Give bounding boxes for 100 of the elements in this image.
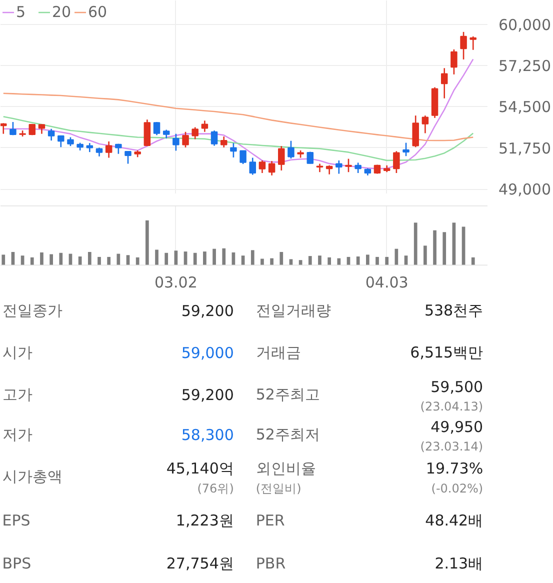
text: 1,223원 — [176, 512, 234, 530]
bar — [270, 258, 274, 266]
y-tick-label: 57,250 — [498, 57, 551, 76]
candlestick — [470, 36, 476, 51]
candlestick — [316, 163, 324, 173]
bar — [471, 257, 475, 266]
candlestick — [192, 126, 198, 140]
bar — [222, 248, 226, 266]
candlestick — [422, 114, 429, 134]
text: 외인비율 — [256, 460, 316, 478]
text: 19.73% — [426, 460, 484, 478]
candlestick — [345, 158, 352, 173]
candlestick — [440, 67, 448, 99]
bar — [50, 254, 53, 266]
candlestick — [58, 135, 64, 148]
candlestick — [393, 150, 400, 174]
text: (76위) — [197, 482, 234, 496]
legend-label: 5 — [16, 3, 27, 21]
text: 59,200 — [181, 302, 234, 320]
legend-label: 60 — [88, 3, 108, 21]
bar — [2, 254, 6, 266]
candlestick — [460, 31, 467, 60]
candlestick — [153, 121, 160, 136]
bar — [146, 220, 149, 266]
text: PBR — [256, 554, 286, 572]
candlestick — [230, 142, 237, 158]
text: 전일종가 — [2, 302, 62, 320]
bar — [30, 257, 34, 266]
bar — [193, 252, 197, 266]
candlestick — [124, 150, 132, 164]
text: 시가 — [2, 344, 32, 362]
text: 시가총액 — [2, 468, 62, 486]
text: (23.04.13) — [420, 400, 484, 414]
text: PER — [256, 512, 285, 530]
text: BPS — [2, 554, 32, 572]
bar — [116, 254, 120, 266]
bar — [250, 250, 254, 266]
text: 52주최고 — [256, 386, 320, 404]
text: 6,515백만 — [410, 344, 484, 362]
candlestick — [354, 162, 362, 174]
text: 59,000 — [181, 344, 234, 362]
candlestick — [240, 150, 246, 165]
bar — [164, 252, 168, 266]
bar — [442, 232, 446, 266]
bar — [385, 256, 389, 266]
text: 거래금 — [256, 344, 301, 362]
bar — [280, 252, 284, 266]
candlestick — [48, 128, 55, 142]
text: 59,200 — [181, 386, 234, 404]
bar — [424, 246, 427, 266]
text: 538천주 — [424, 302, 484, 320]
candlestick — [38, 124, 46, 134]
legend-label: 20 — [52, 3, 72, 21]
bar — [59, 252, 63, 266]
candlestick — [210, 130, 218, 146]
bar — [107, 256, 111, 266]
candlestick — [182, 131, 189, 148]
y-tick-label: 60,000 — [498, 16, 551, 34]
bar — [155, 250, 158, 266]
bar — [337, 258, 341, 266]
x-tick-label: 04.03 — [365, 274, 408, 292]
bar — [136, 257, 140, 266]
candlestick — [201, 120, 208, 133]
bar — [308, 256, 312, 266]
candlestick — [402, 142, 410, 157]
candlestick — [249, 157, 256, 176]
text: 49,950 — [430, 418, 484, 436]
text: 45,140억 — [166, 460, 234, 478]
bar — [318, 256, 322, 266]
candlestick — [144, 118, 151, 147]
text: 2.13배 — [434, 554, 484, 572]
text: 27,754원 — [166, 554, 234, 572]
candlestick — [172, 133, 180, 152]
candlestick — [278, 145, 285, 172]
bar — [366, 254, 370, 266]
text: (전일비) — [256, 482, 302, 496]
y-tick-label: 49,000 — [498, 180, 551, 199]
text: 59,500 — [430, 378, 484, 396]
candlestick — [412, 114, 419, 148]
text: 저가 — [2, 426, 32, 444]
y-tick-label: 54,500 — [498, 98, 551, 116]
text: 48.42배 — [425, 512, 484, 530]
text: (-0.02%) — [431, 482, 484, 496]
bar — [328, 257, 331, 266]
candlestick — [450, 48, 458, 76]
text: EPS — [2, 512, 30, 530]
bar — [356, 256, 360, 266]
y-tick-label: 51,750 — [498, 139, 551, 158]
bar — [203, 252, 206, 266]
text: (23.03.14) — [420, 440, 484, 454]
bar — [98, 256, 101, 266]
bar — [414, 222, 418, 266]
candlestick — [258, 160, 266, 174]
candlestick — [336, 160, 342, 174]
bar — [88, 252, 92, 266]
text: 58,300 — [181, 426, 234, 444]
bar — [260, 258, 264, 266]
candlestick — [105, 140, 112, 158]
x-tick-label: 03.02 — [154, 274, 198, 292]
bar — [394, 248, 398, 266]
